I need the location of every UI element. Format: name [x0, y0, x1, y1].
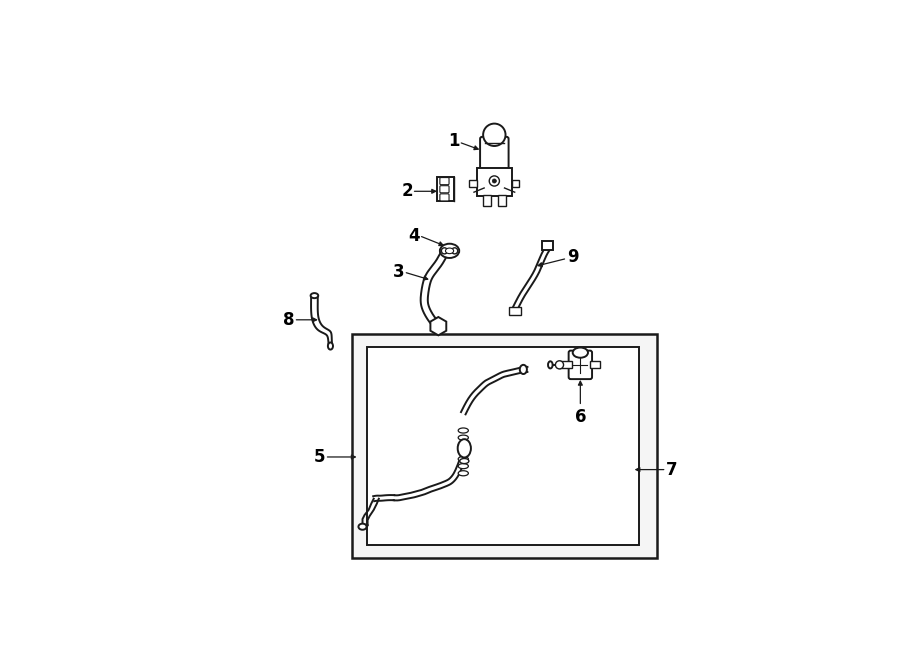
Text: 8: 8 [283, 311, 294, 329]
FancyBboxPatch shape [440, 186, 449, 193]
Circle shape [490, 176, 500, 186]
Ellipse shape [458, 463, 468, 469]
Ellipse shape [458, 442, 468, 447]
Bar [477, 169, 511, 196]
Circle shape [492, 179, 497, 183]
Bar [542, 241, 553, 250]
Text: 1: 1 [448, 132, 460, 151]
FancyBboxPatch shape [440, 194, 449, 201]
Ellipse shape [458, 428, 468, 433]
Text: 9: 9 [567, 249, 579, 266]
Text: 7: 7 [666, 461, 678, 479]
Bar [367, 346, 639, 545]
Bar [482, 196, 491, 206]
Ellipse shape [458, 471, 468, 476]
Ellipse shape [548, 362, 553, 368]
Circle shape [487, 128, 501, 142]
Ellipse shape [458, 457, 468, 461]
Ellipse shape [458, 439, 471, 457]
FancyBboxPatch shape [440, 178, 449, 184]
Bar [437, 176, 454, 201]
Bar [470, 180, 477, 186]
Text: 3: 3 [393, 262, 405, 281]
Bar [560, 362, 572, 368]
Circle shape [555, 361, 563, 369]
Ellipse shape [572, 348, 588, 358]
Ellipse shape [446, 248, 454, 254]
Ellipse shape [328, 342, 333, 350]
Ellipse shape [440, 244, 459, 258]
Bar [352, 334, 657, 558]
Text: 2: 2 [401, 182, 413, 200]
Text: 6: 6 [574, 408, 586, 426]
Circle shape [452, 248, 458, 254]
Ellipse shape [520, 365, 526, 374]
Circle shape [483, 124, 506, 146]
Circle shape [441, 248, 447, 254]
FancyBboxPatch shape [480, 137, 508, 171]
Bar [508, 307, 521, 315]
Bar [590, 362, 600, 368]
Text: 5: 5 [314, 448, 326, 466]
Bar [511, 180, 519, 186]
Ellipse shape [458, 435, 468, 440]
FancyBboxPatch shape [569, 350, 592, 379]
Ellipse shape [310, 293, 319, 298]
Bar [498, 196, 506, 206]
Ellipse shape [460, 459, 469, 463]
Text: 4: 4 [409, 227, 420, 245]
Ellipse shape [458, 449, 468, 454]
Ellipse shape [358, 524, 366, 529]
